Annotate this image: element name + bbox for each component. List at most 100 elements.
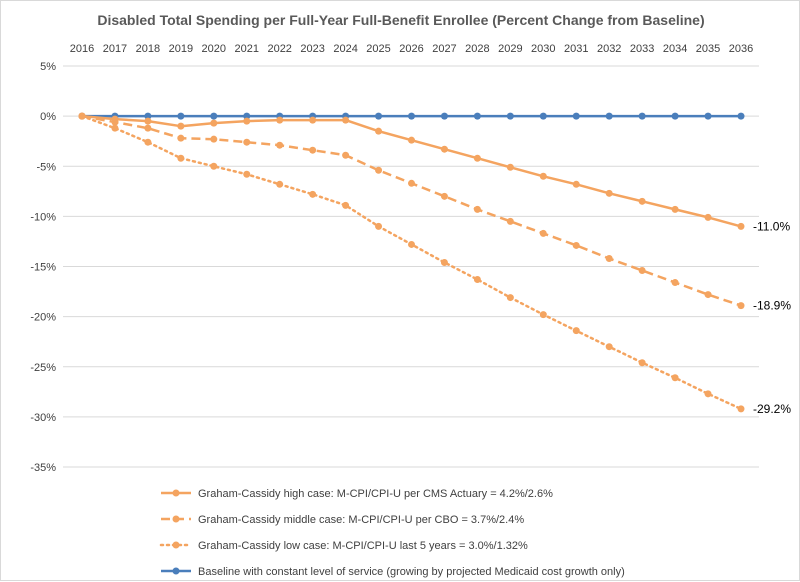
data-point — [408, 136, 415, 144]
data-point — [473, 205, 481, 213]
data-point — [408, 112, 415, 120]
x-tick-label: 2017 — [103, 43, 127, 55]
data-point — [177, 122, 185, 130]
data-point — [539, 172, 547, 180]
data-point — [473, 112, 481, 120]
data-point — [506, 163, 514, 171]
data-point — [671, 279, 679, 287]
chart-title: Disabled Total Spending per Full-Year Fu… — [97, 12, 704, 28]
x-tick-label: 2027 — [432, 43, 456, 55]
data-point — [440, 112, 448, 120]
data-point — [473, 154, 481, 162]
data-point — [605, 343, 613, 351]
data-point — [309, 146, 317, 154]
data-point — [440, 145, 448, 153]
data-point — [408, 179, 415, 187]
data-point — [440, 192, 448, 200]
x-axis-tick-labels: 2016 2017 2018 2019 2020 2021 2022 2023 2024 2025… — [70, 43, 753, 55]
data-point — [473, 276, 481, 284]
data-point — [177, 134, 185, 142]
y-tick-label: -25% — [30, 362, 56, 374]
data-point — [671, 374, 679, 382]
data-point — [276, 116, 284, 124]
data-point — [342, 151, 350, 159]
data-point — [408, 240, 415, 248]
data-point — [506, 217, 514, 225]
data-point — [210, 162, 218, 170]
data-point — [144, 124, 152, 132]
data-point — [111, 124, 119, 132]
y-tick-label: -35% — [30, 462, 56, 474]
x-tick-label: 2018 — [136, 43, 160, 55]
data-point — [539, 311, 547, 319]
data-point — [605, 189, 613, 197]
data-point — [210, 135, 218, 143]
data-point — [572, 112, 580, 120]
x-tick-label: 2033 — [630, 43, 654, 55]
data-point — [737, 222, 745, 230]
x-tick-label: 2031 — [564, 43, 588, 55]
data-point — [342, 116, 350, 124]
data-point — [671, 112, 679, 120]
y-tick-label: 5% — [40, 61, 56, 73]
legend: Graham-Cassidy high case: M-CPI/CPI-U pe… — [159, 488, 625, 578]
data-point — [243, 117, 251, 125]
data-point — [539, 229, 547, 237]
y-tick-label: 0% — [40, 111, 56, 123]
data-point — [243, 138, 251, 146]
x-tick-label: 2036 — [729, 43, 753, 55]
data-point — [737, 302, 745, 310]
series-line — [81, 114, 742, 307]
x-tick-label: 2020 — [202, 43, 226, 55]
x-tick-label: 2026 — [399, 43, 423, 55]
data-point — [704, 291, 712, 299]
legend-marker — [172, 567, 180, 575]
data-point — [375, 222, 383, 230]
data-point — [210, 112, 218, 120]
end-value-label: -29.2% — [753, 402, 791, 416]
x-tick-label: 2024 — [333, 43, 357, 55]
data-point — [704, 213, 712, 221]
x-tick-label: 2016 — [70, 43, 94, 55]
data-point — [111, 118, 119, 126]
data-point — [506, 294, 514, 302]
data-point — [638, 112, 646, 120]
data-point — [309, 116, 317, 124]
data-point — [342, 201, 350, 209]
y-tick-label: -20% — [30, 312, 56, 324]
data-point — [243, 170, 251, 178]
data-point — [375, 112, 383, 120]
legend-label: Graham-Cassidy low case: M-CPI/CPI-U las… — [198, 540, 528, 552]
data-point — [638, 197, 646, 205]
legend-label: Graham-Cassidy middle case: M-CPI/CPI-U … — [198, 514, 524, 526]
data-point — [276, 141, 284, 149]
gridlines — [63, 65, 759, 468]
legend-marker — [172, 541, 180, 549]
data-point — [78, 112, 86, 120]
data-point — [737, 405, 745, 413]
data-point — [506, 112, 514, 120]
x-tick-label: 2032 — [597, 43, 621, 55]
series-lines — [78, 112, 745, 413]
data-point — [704, 390, 712, 398]
legend-marker — [172, 489, 180, 497]
data-point — [572, 180, 580, 188]
data-point — [605, 112, 613, 120]
data-point — [375, 166, 383, 174]
x-tick-label: 2023 — [300, 43, 324, 55]
data-point — [210, 119, 218, 127]
data-point — [177, 154, 185, 162]
data-point — [276, 180, 284, 188]
data-point — [144, 138, 152, 146]
data-point — [539, 112, 547, 120]
data-point — [572, 241, 580, 249]
data-point — [177, 112, 185, 120]
legend-marker — [172, 515, 180, 523]
x-tick-label: 2030 — [531, 43, 555, 55]
y-tick-label: -5% — [36, 161, 56, 173]
legend-label: Graham-Cassidy high case: M-CPI/CPI-U pe… — [198, 488, 553, 500]
y-tick-label: -10% — [30, 211, 56, 223]
x-tick-label: 2029 — [498, 43, 522, 55]
